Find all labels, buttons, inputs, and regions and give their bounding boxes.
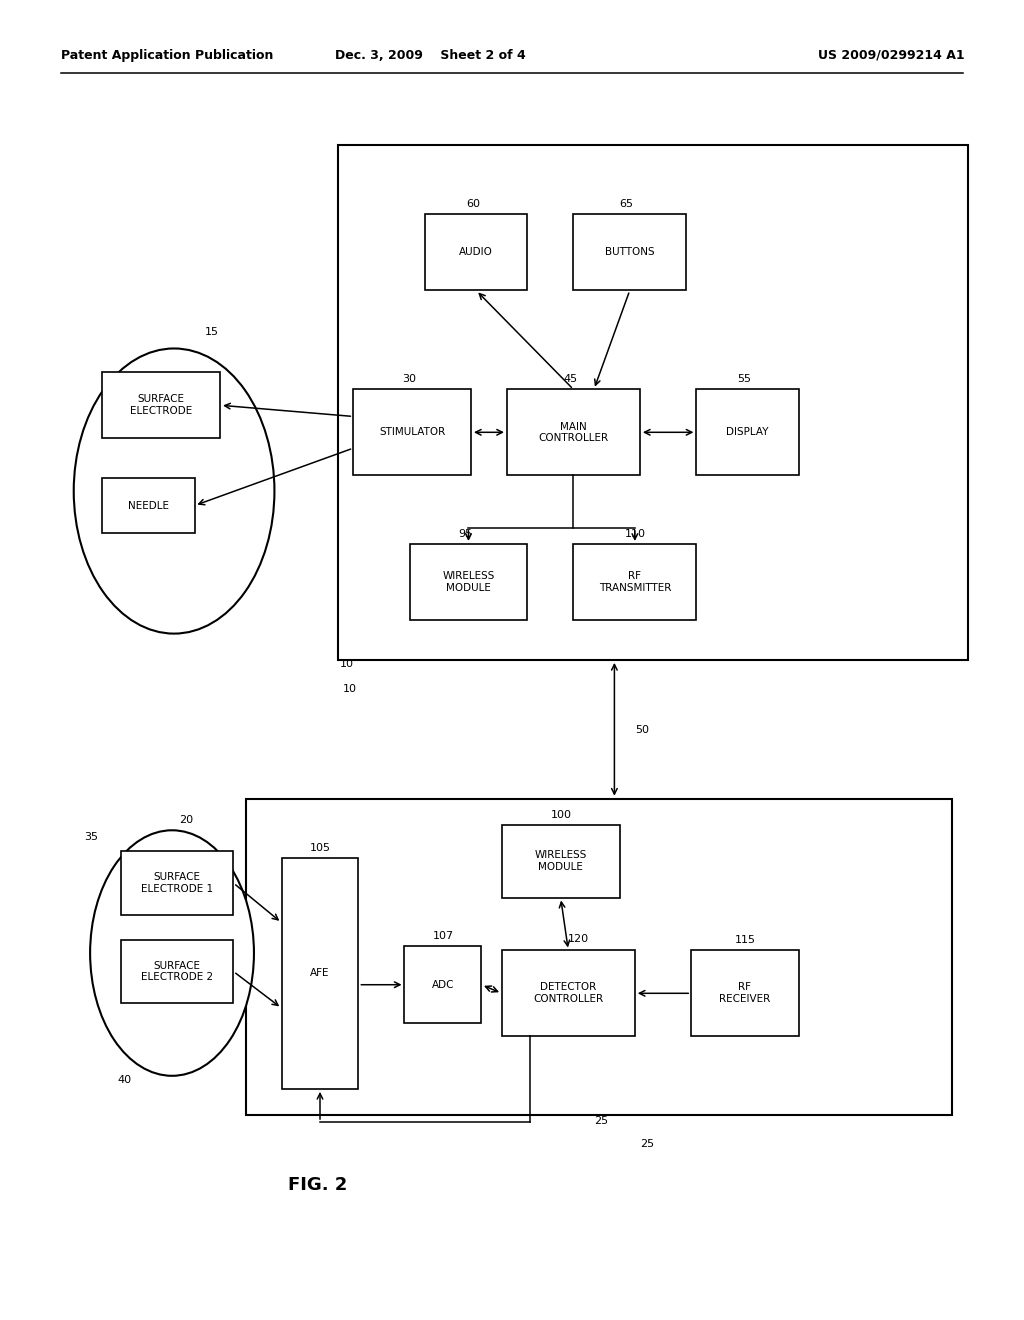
Text: Patent Application Publication: Patent Application Publication (61, 49, 273, 62)
Bar (502, 950, 635, 1036)
Ellipse shape (74, 348, 274, 634)
Text: 105: 105 (309, 842, 331, 853)
Text: AUDIO: AUDIO (459, 247, 494, 257)
Text: 10: 10 (340, 659, 354, 669)
Text: 35: 35 (84, 832, 98, 842)
Text: SURFACE
ELECTRODE 1: SURFACE ELECTRODE 1 (141, 873, 213, 894)
Text: 25: 25 (594, 1115, 608, 1126)
Text: 15: 15 (205, 326, 219, 337)
Text: 30: 30 (401, 374, 416, 384)
Bar (691, 950, 799, 1036)
Text: 10: 10 (343, 684, 357, 694)
Bar (696, 389, 799, 475)
Text: 120: 120 (568, 933, 590, 944)
Bar (410, 544, 527, 620)
Text: 55: 55 (737, 374, 752, 384)
Bar (502, 825, 620, 898)
Text: SURFACE
ELECTRODE: SURFACE ELECTRODE (130, 395, 193, 416)
Bar (573, 544, 696, 620)
Ellipse shape (90, 830, 254, 1076)
Text: NEEDLE: NEEDLE (128, 500, 169, 511)
Text: 95: 95 (459, 528, 472, 539)
Text: DETECTOR
CONTROLLER: DETECTOR CONTROLLER (534, 982, 603, 1005)
Text: 40: 40 (118, 1074, 132, 1085)
Text: RF
TRANSMITTER: RF TRANSMITTER (599, 572, 671, 593)
Bar (102, 478, 195, 533)
Bar (246, 799, 952, 1115)
Text: 45: 45 (563, 374, 578, 384)
Text: RF
RECEIVER: RF RECEIVER (719, 982, 771, 1005)
Bar (507, 389, 640, 475)
Bar (282, 858, 358, 1089)
Text: 65: 65 (620, 198, 634, 209)
Bar (102, 372, 220, 438)
Text: 107: 107 (432, 931, 454, 941)
Text: 50: 50 (635, 725, 649, 735)
Bar (121, 851, 233, 915)
Text: WIRELESS
MODULE: WIRELESS MODULE (535, 850, 587, 873)
Bar (573, 214, 686, 290)
Text: STIMULATOR: STIMULATOR (379, 428, 445, 437)
Bar (353, 389, 471, 475)
Text: MAIN
CONTROLLER: MAIN CONTROLLER (539, 421, 608, 444)
Bar (404, 946, 481, 1023)
Text: ADC: ADC (432, 979, 454, 990)
Text: 25: 25 (640, 1139, 654, 1150)
Text: WIRELESS
MODULE: WIRELESS MODULE (442, 572, 495, 593)
Text: AFE: AFE (310, 969, 330, 978)
Bar (425, 214, 527, 290)
Text: BUTTONS: BUTTONS (605, 247, 654, 257)
Bar (338, 145, 968, 660)
Text: SURFACE
ELECTRODE 2: SURFACE ELECTRODE 2 (141, 961, 213, 982)
Text: 110: 110 (625, 528, 646, 539)
Text: 20: 20 (179, 814, 194, 825)
Text: FIG. 2: FIG. 2 (288, 1176, 347, 1195)
Text: 115: 115 (735, 935, 756, 945)
Text: 100: 100 (551, 809, 571, 820)
Text: DISPLAY: DISPLAY (726, 428, 769, 437)
Text: US 2009/0299214 A1: US 2009/0299214 A1 (817, 49, 965, 62)
Text: Dec. 3, 2009    Sheet 2 of 4: Dec. 3, 2009 Sheet 2 of 4 (335, 49, 525, 62)
Bar (121, 940, 233, 1003)
Text: 60: 60 (466, 198, 480, 209)
